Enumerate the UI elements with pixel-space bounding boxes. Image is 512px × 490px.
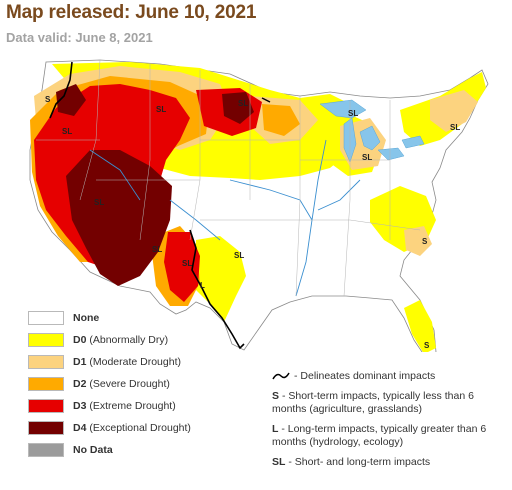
note-delineation: - Delineates dominant impacts <box>272 370 508 383</box>
legend-item-d1: D1 (Moderate Drought) <box>28 351 191 373</box>
d2-region-dakota <box>262 104 300 136</box>
impact-label: SL <box>348 109 358 118</box>
impact-label: SL <box>94 198 104 207</box>
legend: None D0 (Abnormally Dry) D1 (Moderate Dr… <box>28 307 191 461</box>
impact-label: SL <box>62 127 72 136</box>
legend-swatch <box>28 421 64 435</box>
impact-label: S <box>45 95 51 104</box>
legend-swatch <box>28 377 64 391</box>
note-short-long-term: SL - Short- and long-term impacts <box>272 456 431 468</box>
d1-region-se <box>404 226 432 256</box>
legend-label: No Data <box>73 444 113 456</box>
data-valid-date: Data valid: June 8, 2021 <box>6 30 153 45</box>
great-lakes <box>319 99 425 163</box>
legend-label: D4 (Exceptional Drought) <box>73 422 191 434</box>
legend-label: D1 (Moderate Drought) <box>73 356 181 368</box>
impact-label: SL <box>450 123 460 132</box>
d0-region-florida <box>404 300 436 352</box>
legend-swatch <box>28 399 64 413</box>
impact-line-west <box>49 61 73 119</box>
impact-label: SL <box>156 105 166 114</box>
impact-label: L <box>200 281 205 290</box>
d1-region-ne <box>430 90 478 132</box>
impact-label: SL <box>182 259 192 268</box>
legend-item-d0: D0 (Abnormally Dry) <box>28 329 191 351</box>
impact-line-tx <box>189 229 245 350</box>
impact-label: SL <box>238 99 248 108</box>
legend-item-no-data: No Data <box>28 439 191 461</box>
note-long-term: L - Long-term impacts, typically greater… <box>272 423 487 448</box>
legend-swatch <box>28 443 64 457</box>
legend-swatch <box>28 333 64 347</box>
d4-region-mt <box>222 92 254 124</box>
impact-line-east <box>261 97 271 103</box>
impact-notes: - Delineates dominant impacts S - Short-… <box>272 370 508 476</box>
impact-label: SL <box>362 153 372 162</box>
legend-swatch <box>28 311 64 325</box>
legend-swatch <box>28 355 64 369</box>
d3-region-nm <box>164 232 200 302</box>
impact-label: S <box>422 237 428 246</box>
legend-label: D2 (Severe Drought) <box>73 378 170 390</box>
impact-label: SL <box>152 245 162 254</box>
legend-item-d4: D4 (Exceptional Drought) <box>28 417 191 439</box>
legend-item-d3: D3 (Extreme Drought) <box>28 395 191 417</box>
impact-label: SL <box>234 251 244 260</box>
legend-item-d2: D2 (Severe Drought) <box>28 373 191 395</box>
state-boundaries <box>36 59 421 297</box>
impact-label: S <box>424 341 430 350</box>
legend-item-none: None <box>28 307 191 329</box>
legend-label: None <box>73 312 100 324</box>
delineation-line-icon <box>272 372 290 380</box>
map-title: Map released: June 10, 2021 <box>6 2 257 23</box>
d4-region-sw <box>66 150 172 286</box>
drought-map: S SL SL SL SL SL SL SL SL SL L SL S S <box>29 59 489 352</box>
legend-label: D0 (Abnormally Dry) <box>73 334 169 346</box>
note-short-term: S - Short-term impacts, typically less t… <box>272 390 474 415</box>
legend-label: D3 (Extreme Drought) <box>73 400 176 412</box>
d4-region-or <box>56 84 86 116</box>
